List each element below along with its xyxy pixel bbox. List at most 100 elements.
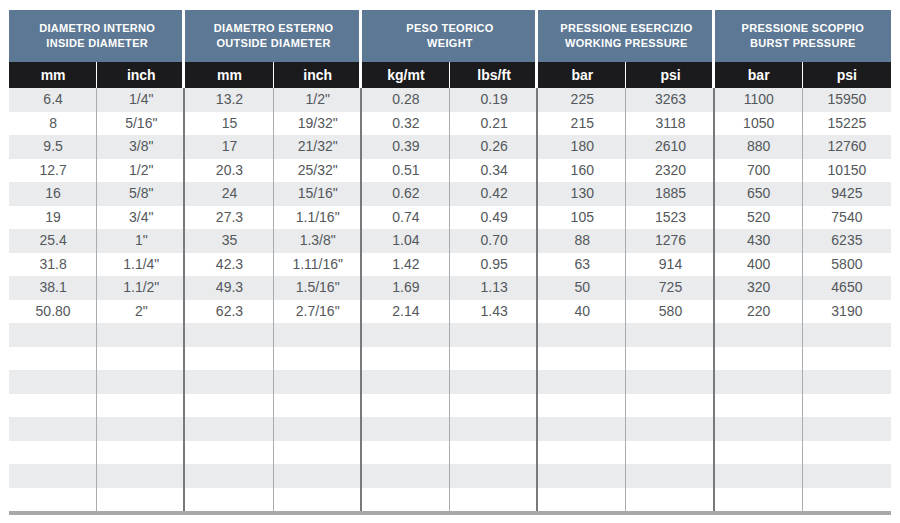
table-cell: 1523 — [626, 206, 714, 230]
table-cell — [803, 464, 891, 488]
table-cell — [538, 441, 626, 465]
table-cell: 2.7/16" — [274, 300, 362, 324]
table-row: 6.41/4"13.21/2"0.280.192253263110015950 — [9, 88, 891, 112]
group-title-secondary: INSIDE DIAMETER — [46, 36, 148, 51]
table-cell: 0.42 — [450, 182, 538, 206]
table-cell: 650 — [715, 182, 803, 206]
table-cell — [97, 417, 185, 441]
table-cell — [185, 488, 273, 512]
unit-header-inch-outside: inch — [274, 62, 362, 88]
table-cell: 180 — [538, 135, 626, 159]
table-cell: 88 — [538, 229, 626, 253]
table-cell — [185, 347, 273, 371]
table-cell: 0.34 — [450, 159, 538, 183]
table-cell — [185, 323, 273, 347]
hose-spec-table: DIAMETRO INTERNO INSIDE DIAMETER DIAMETR… — [9, 10, 891, 515]
table-cell: 10150 — [803, 159, 891, 183]
table-cell — [538, 394, 626, 418]
table-cell: 1.11/16" — [274, 253, 362, 277]
table-cell: 3118 — [626, 112, 714, 136]
table-cell: 880 — [715, 135, 803, 159]
table-cell: 215 — [538, 112, 626, 136]
table-row — [9, 441, 891, 465]
table-cell: 0.51 — [362, 159, 450, 183]
table-cell — [9, 370, 97, 394]
table-cell — [97, 394, 185, 418]
unit-header-kg-mt: kg/mt — [362, 62, 450, 88]
table-cell: 15225 — [803, 112, 891, 136]
table-cell — [626, 464, 714, 488]
table-cell: 38.1 — [9, 276, 97, 300]
group-title-primary: DIAMETRO ESTERNO — [214, 21, 334, 36]
table-cell — [9, 394, 97, 418]
table-cell: 12.7 — [9, 159, 97, 183]
table-cell: 20.3 — [185, 159, 273, 183]
table-cell: 520 — [715, 206, 803, 230]
table-cell: 3190 — [803, 300, 891, 324]
table-cell: 3/4" — [97, 206, 185, 230]
table-cell — [450, 417, 538, 441]
table-cell: 1.5/16" — [274, 276, 362, 300]
table-cell: 62.3 — [185, 300, 273, 324]
table-cell: 430 — [715, 229, 803, 253]
table-cell: 725 — [626, 276, 714, 300]
unit-header-mm-inside: mm — [9, 62, 97, 88]
table-cell: 7540 — [803, 206, 891, 230]
table-cell — [274, 441, 362, 465]
table-cell: 15950 — [803, 88, 891, 112]
table-cell — [626, 347, 714, 371]
table-row — [9, 488, 891, 512]
table-cell: 0.26 — [450, 135, 538, 159]
table-cell: 31.8 — [9, 253, 97, 277]
table-cell: 17 — [185, 135, 273, 159]
table-cell — [803, 394, 891, 418]
table-cell — [97, 488, 185, 512]
table-row: 12.71/2"20.325/32"0.510.3416023207001015… — [9, 159, 891, 183]
table-cell: 19/32" — [274, 112, 362, 136]
table-cell — [185, 370, 273, 394]
table-cell — [185, 417, 273, 441]
table-cell — [538, 370, 626, 394]
table-cell: 0.70 — [450, 229, 538, 253]
table-cell: 1.42 — [362, 253, 450, 277]
table-cell — [803, 441, 891, 465]
table-cell: 1.3/8" — [274, 229, 362, 253]
table-cell — [362, 347, 450, 371]
table-row — [9, 464, 891, 488]
table-cell — [362, 370, 450, 394]
table-cell — [185, 441, 273, 465]
table-cell: 25.4 — [9, 229, 97, 253]
table-cell — [274, 488, 362, 512]
table-cell: 0.39 — [362, 135, 450, 159]
table-row — [9, 323, 891, 347]
table-cell — [626, 441, 714, 465]
group-title-primary: PRESSIONE SCOPPIO — [742, 21, 864, 36]
table-cell: 13.2 — [185, 88, 273, 112]
unit-header-inch-inside: inch — [97, 62, 185, 88]
table-cell: 3/8" — [97, 135, 185, 159]
table-cell: 6.4 — [9, 88, 97, 112]
unit-header-psi-working: psi — [626, 62, 714, 88]
group-title-secondary: WORKING PRESSURE — [565, 36, 688, 51]
table-cell — [626, 323, 714, 347]
table-row: 193/4"27.31.1/16"0.740.4910515235207540 — [9, 206, 891, 230]
table-cell — [9, 347, 97, 371]
table-cell: 580 — [626, 300, 714, 324]
column-group-outside-diameter: DIAMETRO ESTERNO OUTSIDE DIAMETER — [185, 10, 361, 62]
table-cell: 1.04 — [362, 229, 450, 253]
table-cell — [9, 488, 97, 512]
table-cell: 0.19 — [450, 88, 538, 112]
table-cell — [715, 417, 803, 441]
table-cell: 5/16" — [97, 112, 185, 136]
table-cell — [97, 347, 185, 371]
table-cell: 1100 — [715, 88, 803, 112]
table-cell — [538, 488, 626, 512]
table-cell — [9, 464, 97, 488]
table-row: 9.53/8"1721/32"0.390.26180261088012760 — [9, 135, 891, 159]
column-group-working-pressure: PRESSIONE ESERCIZIO WORKING PRESSURE — [538, 10, 714, 62]
table-cell — [9, 323, 97, 347]
table-cell: 9.5 — [9, 135, 97, 159]
table-cell — [450, 394, 538, 418]
table-cell: 21/32" — [274, 135, 362, 159]
table-cell — [274, 370, 362, 394]
